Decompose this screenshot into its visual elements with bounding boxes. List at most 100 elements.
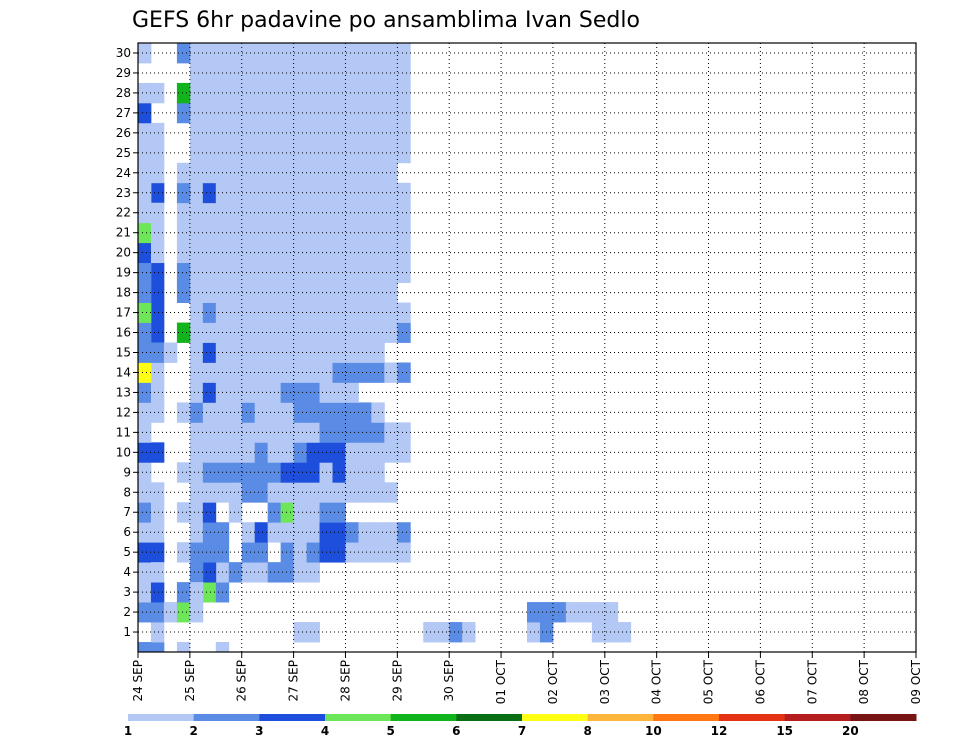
heatmap-cell	[332, 242, 346, 264]
heatmap-cell	[397, 62, 411, 84]
heatmap-cell	[241, 142, 256, 164]
heatmap-cell	[293, 362, 307, 383]
heatmap-cell	[306, 382, 320, 403]
heatmap-cell	[189, 43, 204, 64]
heatmap-cell	[345, 462, 359, 483]
heatmap-cell	[345, 522, 359, 543]
heatmap-cell	[241, 362, 256, 383]
y-tick-label: 12	[116, 405, 131, 419]
heatmap-cell	[397, 182, 411, 204]
y-tick-label: 28	[116, 86, 131, 100]
heatmap-cell	[241, 462, 256, 483]
colorbar-swatch	[719, 714, 786, 721]
heatmap-cell	[384, 442, 398, 463]
heatmap-cell	[138, 342, 152, 363]
heatmap-cell	[241, 442, 256, 463]
heatmap-cell	[254, 422, 269, 443]
colorbar-swatch	[784, 714, 851, 721]
heatmap-cell	[254, 162, 269, 184]
heatmap-cell	[423, 622, 437, 643]
heatmap-cell	[202, 182, 217, 204]
heatmap-cell	[189, 582, 204, 603]
heatmap-cell	[150, 442, 165, 463]
x-tick-label: 30 SEP	[442, 660, 456, 702]
heatmap-cell	[384, 82, 398, 104]
heatmap-cell	[228, 502, 243, 523]
heatmap-cell	[138, 202, 152, 224]
heatmap-cell	[293, 182, 307, 204]
heatmap-cell	[280, 242, 294, 264]
y-tick-label: 19	[116, 266, 131, 280]
heatmap-cell	[358, 82, 372, 104]
heatmap-cell	[332, 202, 346, 224]
heatmap-cell	[293, 202, 307, 224]
heatmap-cell	[604, 602, 619, 623]
heatmap-cell	[138, 302, 152, 323]
heatmap-cell	[241, 422, 256, 443]
heatmap-cell	[202, 302, 217, 323]
y-tick-label: 7	[123, 505, 131, 519]
y-tick-label: 25	[116, 146, 131, 160]
y-tick-label: 2	[123, 605, 131, 619]
heatmap-cell	[332, 402, 346, 423]
heatmap-cell	[358, 262, 372, 284]
colorbar-swatch	[850, 714, 917, 721]
heatmap-cell	[306, 242, 320, 264]
heatmap-cell	[332, 62, 346, 84]
heatmap-cell	[189, 282, 204, 303]
colorbar-swatch	[128, 714, 195, 721]
heatmap-cell	[358, 222, 372, 244]
heatmap-cell	[202, 462, 217, 483]
heatmap-cell	[565, 602, 580, 623]
heatmap-cell	[228, 82, 243, 104]
heatmap-cell	[228, 302, 243, 323]
heatmap-cell	[228, 442, 243, 463]
heatmap-cell	[241, 62, 256, 84]
heatmap-cells	[138, 43, 632, 653]
heatmap-cell	[138, 402, 152, 423]
heatmap-cell	[293, 162, 307, 184]
heatmap-cell	[293, 282, 307, 303]
heatmap-cell	[306, 182, 320, 204]
x-tick-label: 02 OCT	[546, 659, 560, 704]
heatmap-cell	[358, 102, 372, 124]
heatmap-cell	[138, 442, 152, 463]
heatmap-cell	[202, 362, 217, 383]
heatmap-cell	[150, 482, 165, 503]
heatmap-cell	[138, 462, 152, 483]
heatmap-cell	[345, 82, 359, 104]
x-tick-label: 28 SEP	[338, 660, 352, 702]
heatmap-cell	[332, 222, 346, 244]
heatmap-cell	[397, 242, 411, 264]
heatmap-cell	[241, 202, 256, 224]
heatmap-cell	[176, 582, 191, 603]
heatmap-cell	[345, 202, 359, 224]
heatmap-cell	[254, 142, 269, 164]
colorbar-swatch	[259, 714, 326, 721]
heatmap-cell	[449, 622, 463, 643]
colorbar-label: 4	[321, 724, 329, 738]
heatmap-cell	[189, 222, 204, 244]
heatmap-cell	[345, 342, 359, 363]
heatmap-cell	[280, 402, 294, 423]
y-tick-label: 18	[116, 286, 131, 300]
heatmap-cell	[228, 202, 243, 224]
heatmap-cell	[241, 222, 256, 244]
heatmap-cell	[280, 562, 294, 583]
heatmap-cell	[202, 162, 217, 184]
heatmap-cell	[202, 43, 217, 64]
heatmap-cell	[306, 82, 320, 104]
heatmap-cell	[293, 502, 307, 523]
y-tick-label: 22	[116, 206, 131, 220]
heatmap-cell	[397, 442, 411, 463]
heatmap-cell	[228, 402, 243, 423]
heatmap-cell	[358, 43, 372, 64]
heatmap-cell	[306, 302, 320, 323]
heatmap-cell	[280, 522, 294, 543]
colorbar-label: 2	[189, 724, 197, 738]
heatmap-cell	[280, 542, 294, 563]
heatmap-cell	[228, 122, 243, 144]
heatmap-cell	[202, 402, 217, 423]
heatmap-cell	[358, 422, 372, 443]
heatmap-cell	[280, 162, 294, 184]
